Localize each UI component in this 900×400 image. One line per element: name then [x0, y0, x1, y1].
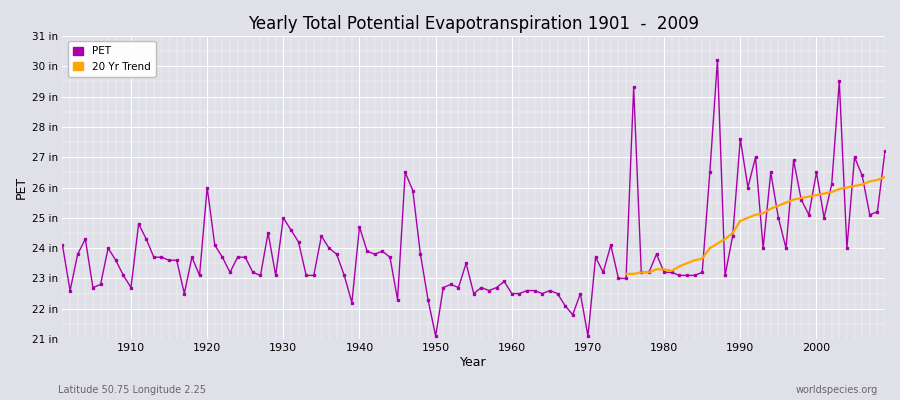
20 Yr Trend: [644, 270, 654, 275]
20 Yr Trend: [872, 178, 883, 182]
20 Yr Trend: [727, 230, 738, 235]
20 Yr Trend: [705, 246, 716, 250]
20 Yr Trend: [826, 190, 837, 194]
PET: [430, 334, 441, 338]
Legend: PET, 20 Yr Trend: PET, 20 Yr Trend: [68, 41, 156, 77]
20 Yr Trend: [697, 256, 707, 261]
20 Yr Trend: [780, 200, 791, 205]
20 Yr Trend: [720, 237, 731, 242]
20 Yr Trend: [750, 212, 760, 217]
PET: [118, 273, 129, 278]
Text: Latitude 50.75 Longitude 2.25: Latitude 50.75 Longitude 2.25: [58, 385, 206, 395]
PET: [331, 252, 342, 256]
20 Yr Trend: [674, 264, 685, 269]
20 Yr Trend: [834, 187, 845, 192]
20 Yr Trend: [788, 197, 799, 202]
20 Yr Trend: [712, 241, 723, 246]
20 Yr Trend: [636, 270, 647, 275]
Y-axis label: PET: PET: [15, 176, 28, 199]
20 Yr Trend: [659, 267, 670, 272]
Line: 20 Yr Trend: 20 Yr Trend: [626, 177, 885, 274]
Line: PET: PET: [62, 60, 885, 336]
Title: Yearly Total Potential Evapotranspiration 1901  -  2009: Yearly Total Potential Evapotranspiratio…: [248, 15, 699, 33]
20 Yr Trend: [857, 182, 868, 187]
20 Yr Trend: [765, 206, 776, 211]
20 Yr Trend: [735, 218, 746, 223]
20 Yr Trend: [819, 191, 830, 196]
PET: [507, 291, 517, 296]
PET: [285, 228, 296, 232]
20 Yr Trend: [879, 174, 890, 179]
20 Yr Trend: [864, 179, 875, 184]
20 Yr Trend: [811, 193, 822, 198]
PET: [606, 243, 616, 248]
20 Yr Trend: [628, 272, 639, 276]
PET: [514, 291, 525, 296]
PET: [57, 243, 68, 248]
20 Yr Trend: [804, 194, 814, 199]
Text: worldspecies.org: worldspecies.org: [796, 385, 878, 395]
20 Yr Trend: [681, 261, 692, 266]
20 Yr Trend: [689, 258, 700, 263]
20 Yr Trend: [666, 268, 677, 273]
20 Yr Trend: [651, 267, 661, 272]
20 Yr Trend: [742, 216, 753, 220]
20 Yr Trend: [758, 211, 769, 216]
20 Yr Trend: [773, 203, 784, 208]
PET: [712, 58, 723, 62]
20 Yr Trend: [621, 272, 632, 276]
20 Yr Trend: [849, 184, 859, 188]
X-axis label: Year: Year: [461, 356, 487, 369]
20 Yr Trend: [796, 196, 806, 200]
20 Yr Trend: [842, 185, 852, 190]
PET: [879, 149, 890, 154]
